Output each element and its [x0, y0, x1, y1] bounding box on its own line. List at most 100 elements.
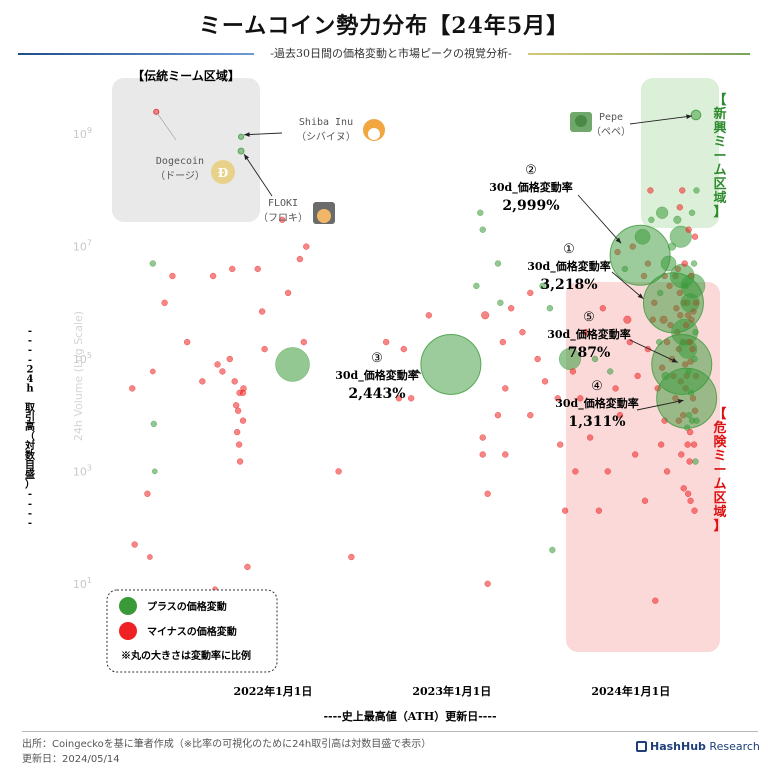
highlight-point: [237, 133, 245, 140]
pepe-arrow-head: [686, 114, 692, 119]
brand-sub: Research: [705, 740, 760, 753]
data-point: [214, 361, 221, 368]
data-point: [144, 490, 151, 497]
data-point: [663, 468, 671, 475]
annotations: Shiba Inu （シバイヌ） Dogecoin （ドージ） FLOKI （フロキ） Pe…: [155, 111, 693, 430]
zone-danger-label-char: 険: [713, 434, 727, 450]
data-point: [691, 233, 699, 240]
callout-number: ③: [371, 351, 383, 366]
data-point: [685, 226, 692, 233]
data-point: [527, 289, 534, 297]
doge-leader: [156, 111, 177, 141]
y-axis-label: ----24h 取引高（対数目盛）----: [24, 326, 36, 529]
callout-label: 30d_価格変動率: [555, 396, 639, 411]
data-point: [161, 299, 168, 306]
data-point: [684, 441, 691, 448]
doge-icon-coin: [211, 160, 235, 184]
y-axis-label-char: 盛: [25, 468, 35, 481]
data-point: [275, 347, 310, 382]
y-tick-label: 109: [73, 126, 92, 141]
data-point: [494, 412, 502, 419]
data-point: [681, 260, 688, 267]
subtitle-divider-left: [18, 53, 254, 55]
coin-kana-shiba: （シバイヌ）: [296, 131, 356, 143]
data-point: [169, 272, 176, 280]
y-axis-label-char: -: [28, 518, 32, 529]
data-point: [303, 243, 310, 250]
y-axis-label-char: 数: [25, 449, 36, 462]
data-point: [679, 187, 686, 194]
coin-name-floki: FLOKI: [268, 198, 298, 209]
data-point: [652, 597, 659, 604]
data-point: [612, 385, 619, 392]
data-point: [604, 468, 611, 475]
data-point: [348, 553, 355, 561]
data-point: [680, 485, 687, 492]
callout-label: 30d_価格変動率: [547, 327, 631, 342]
data-point: [199, 378, 206, 385]
zone-emerging-label-char: ム: [713, 163, 726, 178]
data-point: [479, 434, 486, 441]
zone-emerging-label-char: ミ: [713, 135, 726, 150]
zone-danger-label-char: 危: [713, 420, 726, 436]
callout-number: ④: [591, 379, 603, 394]
y-axis-label-char: -: [28, 508, 32, 519]
data-point: [684, 490, 692, 497]
data-point: [244, 563, 251, 571]
data-point: [219, 368, 226, 375]
coin-kana-floki: （フロキ）: [258, 212, 308, 224]
data-point: [233, 428, 241, 436]
callout-value: 2,443%: [348, 386, 405, 402]
data-point: [209, 272, 217, 280]
data-point: [497, 299, 504, 306]
data-point: [484, 580, 491, 587]
data-point: [395, 395, 403, 402]
x-tick-label: 2024年1月1日: [591, 684, 670, 698]
data-point: [686, 458, 693, 465]
data-point: [631, 451, 639, 458]
data-point: [296, 255, 304, 263]
y-axis-label-char: （: [25, 430, 35, 443]
data-point: [279, 216, 286, 223]
zone-emerging-label-char: 新: [713, 106, 726, 122]
data-point: [591, 355, 599, 363]
coin-kana-pepe: （ペペ）: [591, 126, 631, 138]
data-point: [572, 468, 579, 475]
highlight-point: [642, 272, 704, 334]
zone-emerging-label-char: 興: [713, 120, 726, 136]
footer-updated: 更新日：2024/05/14: [22, 754, 120, 765]
data-point: [502, 451, 509, 458]
data-point: [425, 312, 433, 319]
callout-number: ⑤: [583, 310, 595, 325]
data-point: [691, 507, 698, 514]
data-point: [519, 328, 526, 336]
callout-arrow-5-head: [671, 357, 678, 363]
callout-arrow-3-head: [414, 368, 421, 374]
data-point: [606, 368, 614, 375]
coin-name-doge: Dogecoin: [156, 156, 204, 167]
y-tick-label: 105: [73, 351, 92, 366]
zone-danger-label-char: 】: [713, 518, 726, 534]
callout-number: ②: [525, 163, 537, 178]
y-axis-label-char: 対: [24, 439, 35, 452]
coin-name-pepe: Pepe: [599, 112, 623, 123]
floki-arrow-head: [244, 154, 250, 161]
zone-danger-label-char: ミ: [713, 449, 726, 464]
data-point: [151, 468, 158, 475]
data-point: [507, 305, 515, 312]
data-point: [546, 305, 554, 312]
y-axis-label-char: h: [26, 384, 34, 395]
data-point: [688, 209, 696, 216]
data-point: [582, 328, 589, 336]
x-axis-label: ----史上最高値（ATH）更新日----: [323, 709, 496, 723]
data-point: [690, 260, 698, 267]
data-point: [693, 187, 700, 194]
data-point: [239, 417, 247, 424]
doge-icon-letter: Ð: [218, 166, 229, 180]
zone-danger-label-char: ム: [713, 477, 726, 492]
data-point: [407, 395, 415, 402]
data-point: [481, 311, 490, 320]
